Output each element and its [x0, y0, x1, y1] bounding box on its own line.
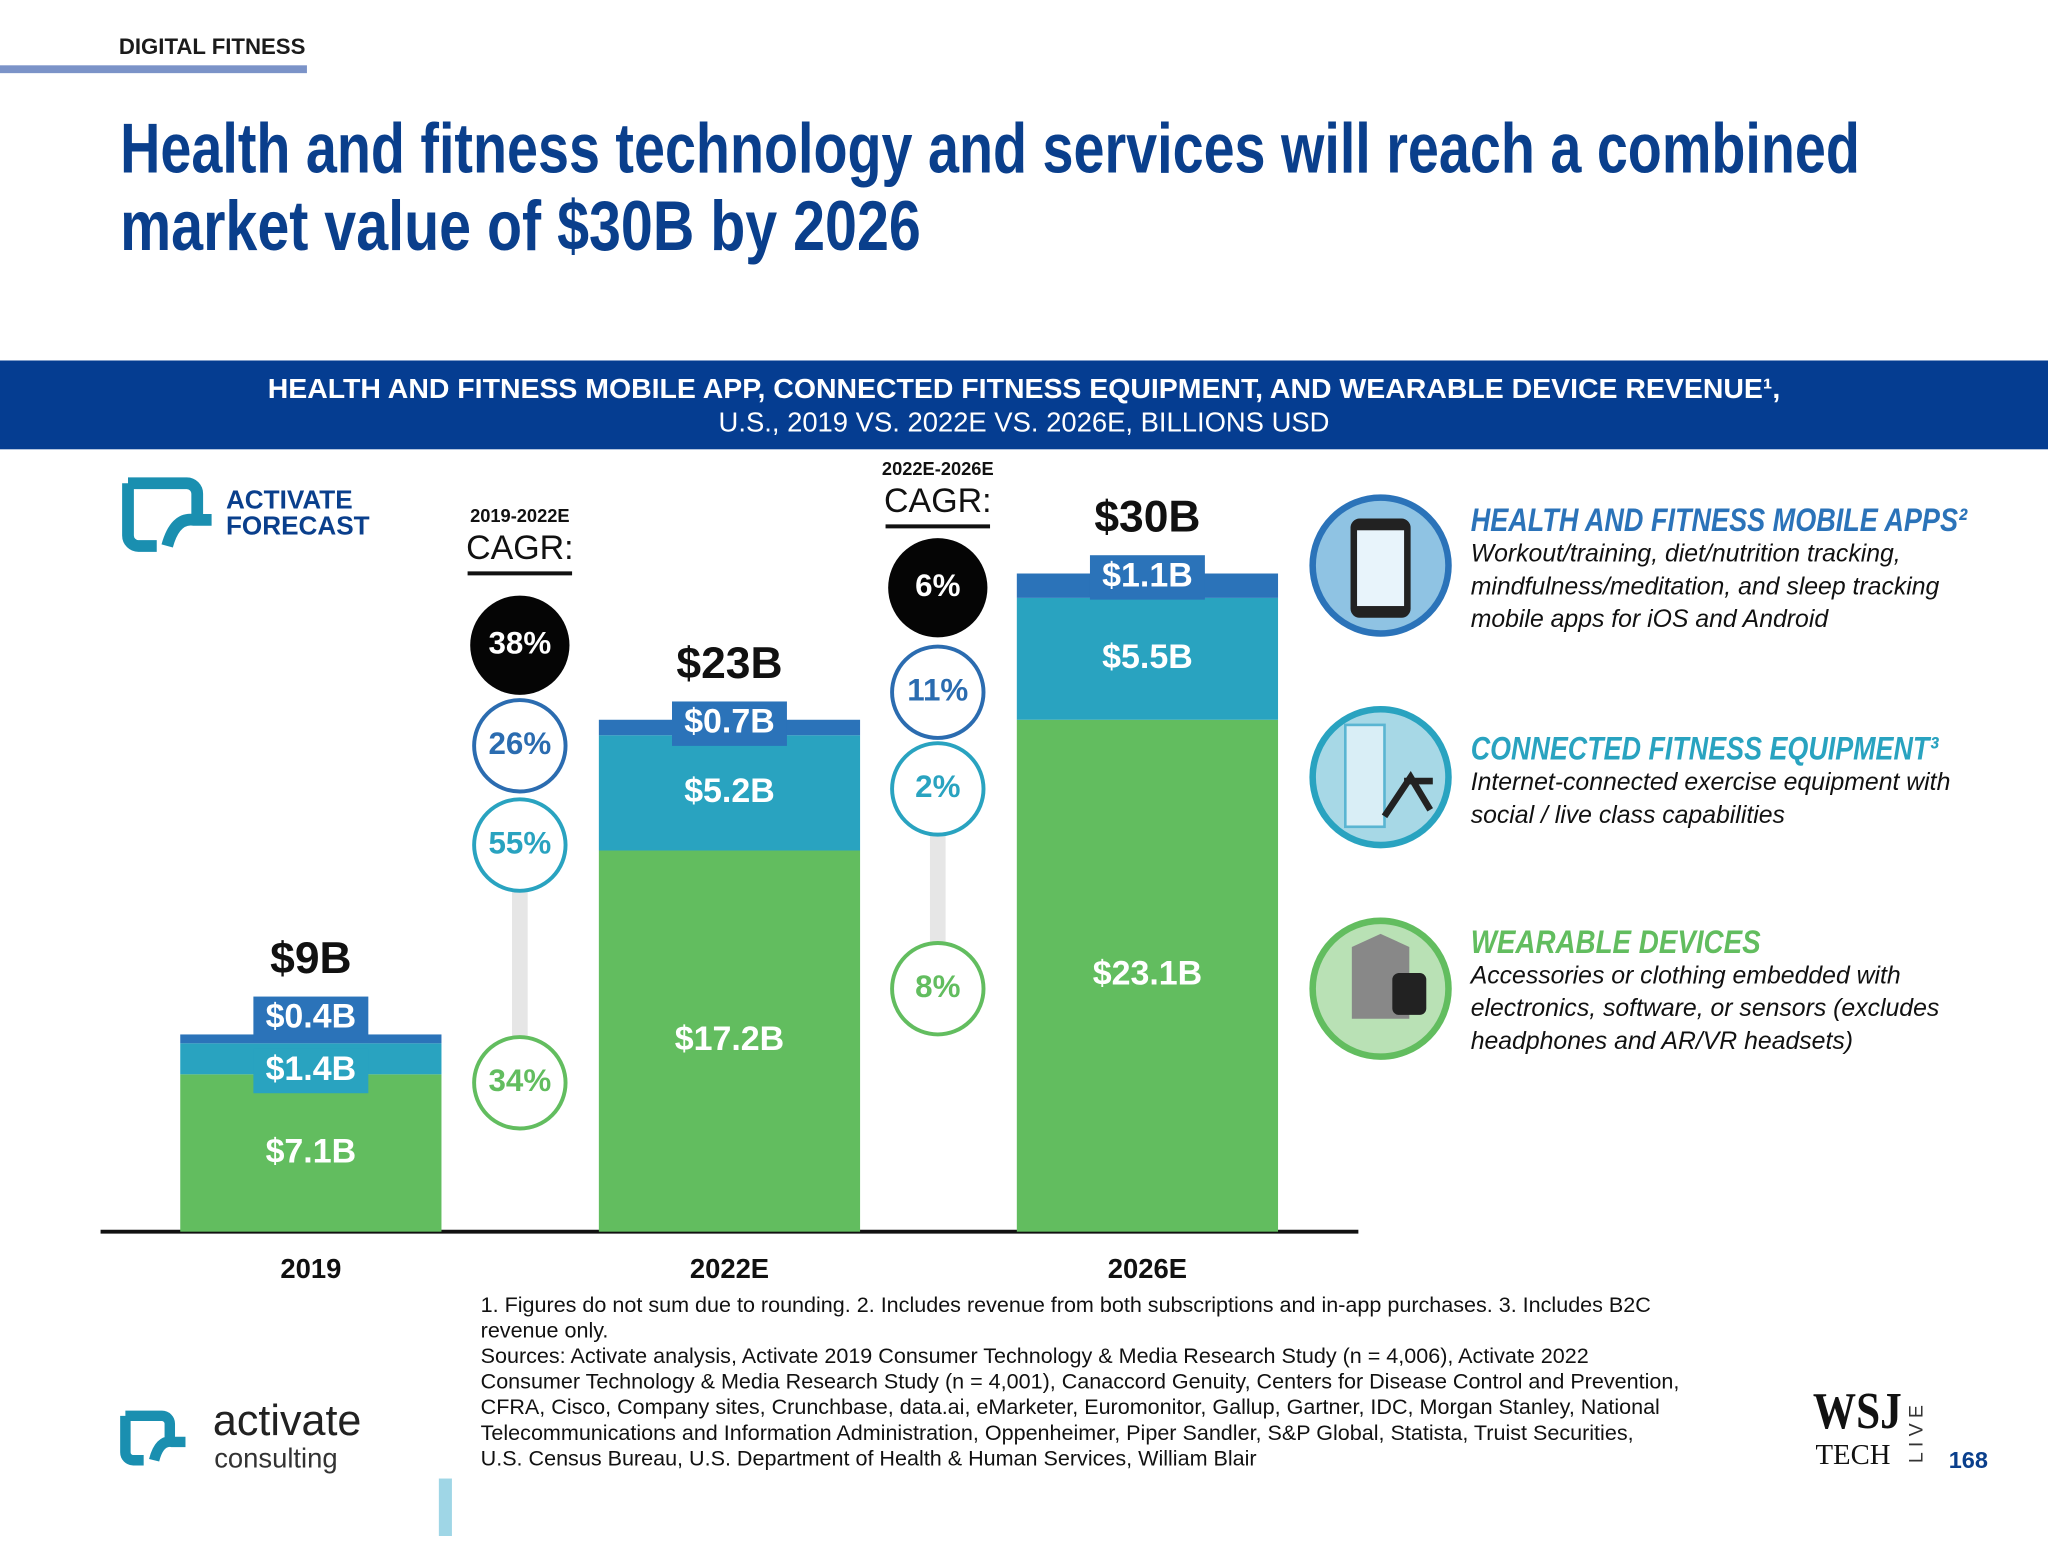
- label-box: [672, 701, 787, 746]
- cagr-label: 11%: [907, 673, 968, 708]
- footnote: revenue only.: [481, 1317, 609, 1342]
- cagr-circle: [890, 941, 986, 1037]
- legend-description: mobile apps for iOS and Android: [1471, 606, 1830, 633]
- total-label: $30B: [1094, 493, 1200, 542]
- cagr-circle: [890, 644, 986, 740]
- x-tick-label: 2019: [280, 1253, 341, 1284]
- page-number: 168: [1949, 1447, 1988, 1473]
- chart-banner: [0, 360, 2048, 450]
- x-tick-label: 2022E: [690, 1253, 769, 1284]
- logo-mark: [122, 477, 212, 552]
- legend-icons: [1309, 494, 1452, 1060]
- cagr-circle: [890, 741, 986, 837]
- cagr-label: 8%: [915, 969, 960, 1004]
- value-label: $23.1B: [1093, 955, 1202, 993]
- value-label: $5.5B: [1102, 638, 1193, 676]
- footnote: U.S. Census Bureau, U.S. Department of H…: [481, 1445, 1257, 1470]
- bar-segment: [180, 1074, 442, 1232]
- footnote: 1. Figures do not sum due to rounding. 2…: [481, 1292, 1651, 1317]
- cagr-total: [888, 538, 988, 638]
- label-box: [253, 1048, 369, 1094]
- branding: activate consulting WSJ TECH LIVE 168: [120, 1382, 1988, 1536]
- partner-sub: TECH: [1816, 1439, 1891, 1471]
- accent-bar: [438, 1478, 452, 1536]
- partner-logo: WSJ: [1813, 1382, 1902, 1440]
- chart-subtitle: U.S., 2019 VS. 2022E VS. 2026E, BILLIONS…: [719, 407, 1330, 438]
- value-label: $0.7B: [684, 703, 775, 741]
- legend-description: social / live class capabilities: [1471, 802, 1785, 829]
- legend-description: electronics, software, or sensors (exclu…: [1471, 995, 1940, 1022]
- cagr-total: [470, 595, 570, 695]
- company-name: activate: [213, 1397, 362, 1445]
- section-label: DIGITAL FITNESS: [119, 34, 306, 59]
- footnote: Consumer Technology & Media Research Stu…: [481, 1369, 1680, 1394]
- legend-description: headphones and AR/VR headsets): [1471, 1028, 1853, 1055]
- mirror-icon: [1343, 723, 1386, 829]
- cagr-circle: [472, 797, 568, 893]
- value-label: $5.2B: [684, 772, 775, 810]
- cagr-period: 2019-2022E: [470, 505, 570, 526]
- legend-title: CONNECTED FITNESS EQUIPMENT³: [1471, 730, 1940, 767]
- value-label: $0.4B: [266, 998, 357, 1036]
- watch-icon: [1392, 973, 1427, 1015]
- bar-segment: [1016, 719, 1279, 1232]
- legend-description: Internet-connected exercise equipment wi…: [1471, 769, 1951, 796]
- cagr-label: 34%: [488, 1063, 551, 1098]
- footnote: Telecommunications and Information Admin…: [481, 1420, 1634, 1445]
- forecast-logo: ACTIVATE FORECAST: [122, 477, 370, 552]
- total-label: $23B: [676, 639, 782, 688]
- chart-title: HEALTH AND FITNESS MOBILE APP, CONNECTED…: [268, 373, 1780, 404]
- footnote: CFRA, Cisco, Company sites, Crunchbase, …: [481, 1394, 1660, 1419]
- legend-description: Workout/training, diet/nutrition trackin…: [1471, 541, 1901, 568]
- legend-title: WEARABLE DEVICES: [1471, 923, 1761, 960]
- value-label: $17.2B: [675, 1020, 784, 1058]
- cagr-heading: CAGR:: [466, 529, 573, 567]
- x-tick-label: 2026E: [1108, 1253, 1187, 1284]
- badge-text: FORECAST: [226, 511, 370, 541]
- legend-description: Accessories or clothing embedded with: [1469, 963, 1901, 990]
- total-label: $9B: [270, 934, 351, 983]
- company-mark: [120, 1410, 186, 1466]
- phone-screen: [1357, 530, 1405, 607]
- cagr-total-label: 38%: [488, 626, 551, 661]
- company-sub: consulting: [214, 1442, 337, 1473]
- bar-segment: [598, 850, 861, 1232]
- cagr-total-label: 6%: [915, 568, 960, 603]
- cagr-heading: CAGR:: [884, 482, 991, 520]
- bar-segment: [1016, 597, 1279, 720]
- legend-description: mindfulness/meditation, and sleep tracki…: [1471, 573, 1940, 600]
- partner-side: LIVE: [1906, 1400, 1928, 1463]
- value-label: $7.1B: [266, 1132, 357, 1170]
- cagr-period: 2022E-2026E: [882, 458, 994, 479]
- legend-title: HEALTH AND FITNESS MOBILE APPS²: [1471, 501, 1968, 538]
- cagr-label: 55%: [488, 825, 551, 860]
- value-label: $1.4B: [266, 1050, 357, 1088]
- label-box: [1089, 555, 1205, 600]
- badge-text: ACTIVATE: [226, 484, 353, 514]
- title-line: Health and fitness technology and servic…: [120, 109, 1860, 188]
- bar-segment: [598, 735, 861, 851]
- cagr-circle: [472, 698, 568, 794]
- cagr-label: 2%: [915, 769, 960, 804]
- label-box: [253, 996, 369, 1041]
- title-line: market value of $30B by 2026: [120, 186, 921, 265]
- section-rule: [0, 65, 307, 74]
- value-label: $1.1B: [1102, 556, 1193, 594]
- bike-icon: [1381, 771, 1434, 819]
- cagr-circle: [472, 1035, 568, 1131]
- cagr-label: 26%: [488, 726, 551, 761]
- footnote: Sources: Activate analysis, Activate 201…: [481, 1343, 1589, 1368]
